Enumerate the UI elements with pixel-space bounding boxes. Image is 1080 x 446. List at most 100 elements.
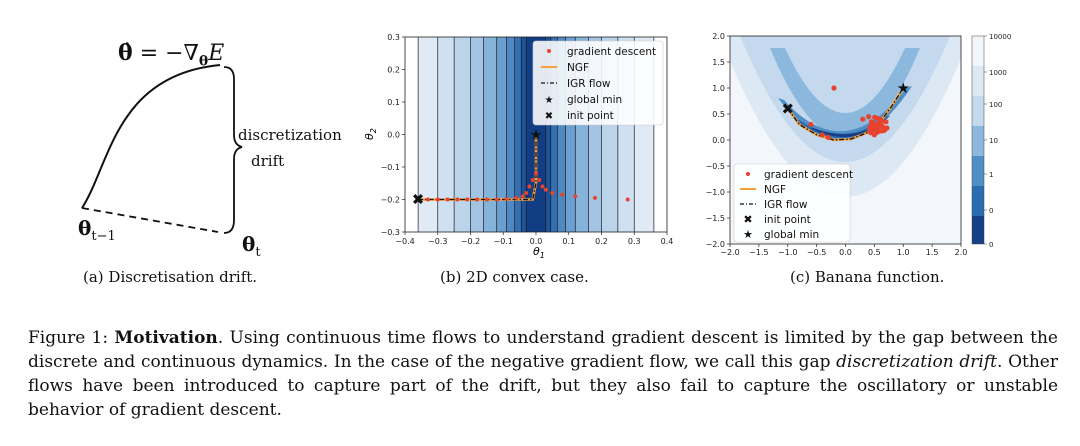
ylabel-b: θ2 [363,128,378,140]
gd-point [484,197,489,202]
legend-b-init: init point [567,110,614,122]
banana-gd-point [884,125,890,131]
caption-italic: discretization drift [836,352,997,372]
gd-point [524,191,529,195]
legend-b-min: global min [567,94,622,106]
subcaption-a: (a) Discretisation drift. [83,268,258,286]
legend-c-ngf: NGF [764,184,786,196]
legend-b-igr: IGR flow [567,78,611,90]
xtick-b: 0.3 [628,237,641,246]
gd-point [573,194,578,199]
xtick-c: −2.0 [720,248,739,257]
ytick-c: −1.0 [706,188,725,197]
colorbar-tick: 1 [989,171,993,179]
xtick-c: −0.5 [807,248,826,257]
ytick-b: 0.0 [387,131,400,140]
ytick-c: 1.0 [712,84,725,93]
bracket-label-2: drift [251,152,285,170]
gd-point [530,178,535,182]
equation-sub: θ [198,53,209,70]
banana-gd-point [883,119,889,125]
banana-global-min-star: ★ [897,79,910,97]
legend-b: gradient descent NGF IGR flow ★ global m… [532,40,664,126]
gd-point [537,178,542,182]
drift-brace [223,66,243,234]
banana-gd-point [825,134,831,140]
gd-point [527,184,532,189]
colorbar-tick: 10 [989,137,998,145]
legend-c-gd: gradient descent [764,169,853,181]
colorbar-tick: 1000 [989,69,1007,77]
banana-gd-point [871,121,877,127]
subcaption-c: (c) Banana function. [790,268,945,286]
legend-b-ngf: NGF [567,62,589,74]
xlabel-b: θ1 [533,245,545,260]
banana-gd-point [874,115,880,121]
legend-c-min: global min [764,229,819,241]
ytick-c: 1.5 [712,58,725,67]
caption-prefix: Figure 1: [28,328,115,348]
banana-init-marker: ✖ [781,100,794,118]
gd-point [465,197,470,202]
gd-point [592,195,597,200]
gd-point [455,197,460,202]
ytick-c: 0.5 [712,110,725,119]
gd-point [435,197,440,202]
xtick-c: 0.0 [839,248,852,257]
banana-gd-point [860,116,866,122]
banana-gd-point [866,114,872,120]
xtick-b: 0.2 [595,237,608,246]
ytick-b: −0.1 [381,163,400,172]
legend-c: gradient descent NGF IGR flow ✖ init poi… [733,163,853,243]
xtick-c: −1.5 [749,248,768,257]
banana-gd-point [875,127,881,133]
colorbar-tick: 10000 [989,33,1011,41]
convex-plot: −0.4 −0.3 −0.2 −0.1 0.0 0.1 0.2 0.3 0.4 0.30.20.… [363,33,674,260]
ytick-c: −0.5 [706,162,725,171]
subcaption-b: (b) 2D convex case. [440,268,589,286]
xtick-b: 0.1 [562,237,575,246]
equation-lhs: θ̇ [118,40,133,66]
legend-c-igr: IGR flow [764,199,808,211]
xtick-b: 0.4 [661,237,674,246]
banana-gd-point [876,123,883,129]
xtick-b: 0.0 [530,237,543,246]
caption-text-1: . Using continuous time flows to underst… [28,328,1058,372]
flow-curve [81,64,221,209]
caption-text-2: . Other flows have been introduced to ca… [28,352,1058,420]
caption-bold: Motivation [114,328,218,348]
gd-point [625,197,630,202]
banana-gd-point [867,125,873,131]
gd-point [540,184,545,189]
banana-igr-line [787,87,904,141]
gd-point [534,171,538,176]
ytick-b: −0.2 [381,196,400,205]
legend-c-init: init point [764,214,811,226]
equation: θ̇ = −∇θE [118,40,224,69]
xtick-b: −0.3 [428,237,447,246]
svg-text:★: ★ [545,95,554,106]
xtick-c: 1.5 [926,248,939,257]
banana-gd-point [877,118,884,124]
gd-point [560,192,565,197]
xtick-c: 0.5 [868,248,881,257]
ytick-b: −0.3 [381,228,400,237]
banana-gd-point [879,128,886,134]
gd-point [550,191,555,195]
banana-gd-point [868,130,874,136]
banana-gd-point [819,132,825,138]
init-point-marker: ✖ [412,191,425,209]
gd-point [504,196,509,201]
ytick-c: 0.0 [712,136,725,145]
ytick-c: −2.0 [706,240,725,249]
banana-gd-point [808,121,814,127]
colorbar-tick: 100 [989,101,1002,109]
gd-point [445,197,450,202]
gd-point [475,197,480,202]
colorbar-tick: 0 [989,207,993,215]
theta-prev: θt−1 [78,216,116,244]
xtick-c: 2.0 [955,248,968,257]
xtick-c: −1.0 [778,248,797,257]
gd-point [543,187,548,192]
legend-b-gd: gradient descent [567,46,656,58]
